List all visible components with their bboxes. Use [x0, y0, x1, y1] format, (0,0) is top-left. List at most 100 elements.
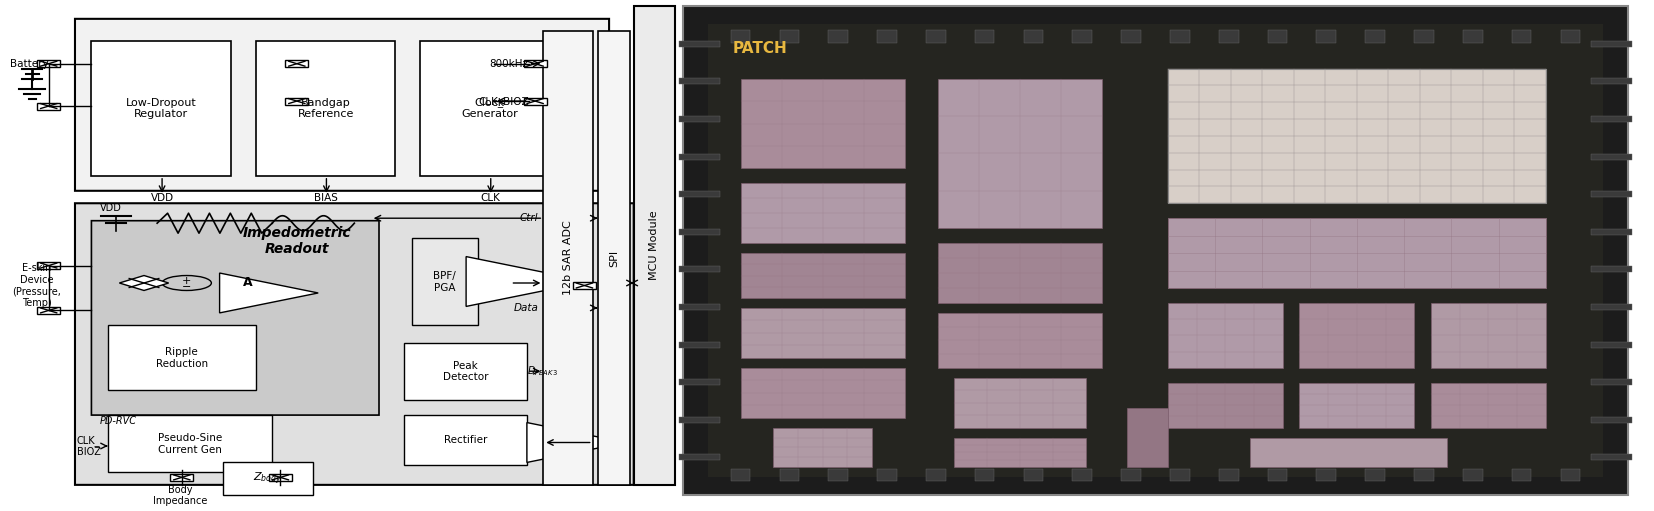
Bar	[223, 462, 313, 495]
Bar	[779, 469, 799, 481]
Bar	[1121, 469, 1141, 481]
Bar	[678, 266, 719, 272]
Bar	[1072, 469, 1092, 481]
Text: VDD: VDD	[151, 193, 174, 203]
Bar	[1300, 383, 1414, 428]
Bar	[1591, 116, 1632, 122]
Bar	[678, 417, 719, 423]
Bar	[774, 428, 872, 468]
Bar	[420, 41, 559, 176]
Text: Data: Data	[513, 303, 539, 313]
Polygon shape	[466, 257, 589, 307]
Text: $Z_{body}$: $Z_{body}$	[253, 471, 283, 487]
Text: E-skin
Device
(Pressure,
Temp): E-skin Device (Pressure, Temp)	[13, 263, 61, 308]
Text: Clock
Generator: Clock Generator	[461, 98, 518, 120]
Text: MCU Module: MCU Module	[650, 211, 660, 281]
Bar	[1168, 68, 1546, 203]
Bar	[108, 326, 256, 390]
Bar	[1414, 469, 1434, 481]
Bar	[1317, 30, 1336, 42]
Text: Ctrl: Ctrl	[519, 213, 539, 223]
Text: $D_{PEAK3}$: $D_{PEAK3}$	[528, 364, 557, 378]
Bar	[1168, 303, 1284, 368]
Bar	[678, 154, 719, 159]
Text: −: −	[182, 282, 192, 292]
Polygon shape	[119, 275, 169, 290]
Text: BIAS: BIAS	[314, 193, 339, 203]
Bar	[741, 183, 905, 243]
Bar	[1462, 469, 1482, 481]
Bar	[1431, 303, 1546, 368]
Bar	[1512, 469, 1532, 481]
Text: Low-Dropout
Regulator: Low-Dropout Regulator	[126, 98, 197, 120]
Bar	[1072, 30, 1092, 42]
Bar	[1168, 218, 1546, 288]
Bar	[1024, 469, 1044, 481]
Bar	[741, 368, 905, 417]
Text: PD-RVC: PD-RVC	[99, 416, 137, 426]
Bar	[544, 31, 592, 485]
FancyBboxPatch shape	[74, 19, 609, 191]
Text: BPF/
PGA: BPF/ PGA	[433, 271, 457, 293]
Bar	[877, 30, 896, 42]
Bar	[1462, 30, 1482, 42]
Bar	[1365, 30, 1384, 42]
Bar	[1591, 379, 1632, 385]
Bar	[1591, 78, 1632, 84]
Text: PATCH: PATCH	[733, 41, 787, 56]
Text: Pseudo-Sine
Current Gen: Pseudo-Sine Current Gen	[157, 433, 222, 455]
Bar	[779, 30, 799, 42]
Bar	[1365, 469, 1384, 481]
Bar	[270, 474, 291, 481]
Bar	[829, 30, 849, 42]
Text: Bandgap
Reference: Bandgap Reference	[298, 98, 354, 120]
Bar	[974, 469, 994, 481]
Bar	[678, 191, 719, 197]
Bar	[1219, 30, 1239, 42]
Bar	[597, 31, 630, 485]
Polygon shape	[220, 273, 318, 313]
Bar	[36, 262, 60, 269]
Text: Peak
Detector: Peak Detector	[443, 361, 488, 382]
Text: A: A	[243, 276, 253, 290]
Bar	[36, 60, 60, 67]
Bar	[1317, 469, 1336, 481]
Bar	[938, 243, 1102, 303]
Text: Ripple
Reduction: Ripple Reduction	[155, 347, 208, 368]
Bar	[741, 308, 905, 358]
FancyBboxPatch shape	[74, 203, 633, 485]
Bar	[708, 24, 1603, 477]
Polygon shape	[528, 423, 625, 462]
Text: Battery: Battery	[10, 59, 48, 68]
Bar	[1591, 41, 1632, 47]
Bar	[633, 6, 675, 485]
Bar	[524, 60, 546, 67]
Bar	[1267, 469, 1287, 481]
Bar	[877, 469, 896, 481]
Bar	[1561, 469, 1580, 481]
Bar	[731, 469, 751, 481]
Bar	[91, 41, 232, 176]
Bar	[678, 342, 719, 347]
Bar	[954, 378, 1085, 428]
Bar	[412, 238, 478, 326]
Bar	[926, 469, 946, 481]
Bar	[683, 6, 1628, 495]
Bar	[1591, 304, 1632, 310]
Bar	[741, 79, 905, 168]
Bar	[938, 313, 1102, 368]
Bar	[36, 307, 60, 314]
Bar	[741, 253, 905, 298]
Bar	[524, 98, 546, 105]
Bar	[1431, 383, 1546, 428]
Text: +: +	[182, 275, 192, 286]
Bar	[938, 79, 1102, 228]
Bar	[1250, 437, 1447, 468]
Bar	[572, 282, 595, 289]
Bar	[286, 98, 308, 105]
Bar	[678, 379, 719, 385]
Text: SPI: SPI	[609, 249, 619, 267]
Text: CLK: CLK	[481, 193, 501, 203]
Bar	[678, 116, 719, 122]
Bar	[678, 229, 719, 235]
